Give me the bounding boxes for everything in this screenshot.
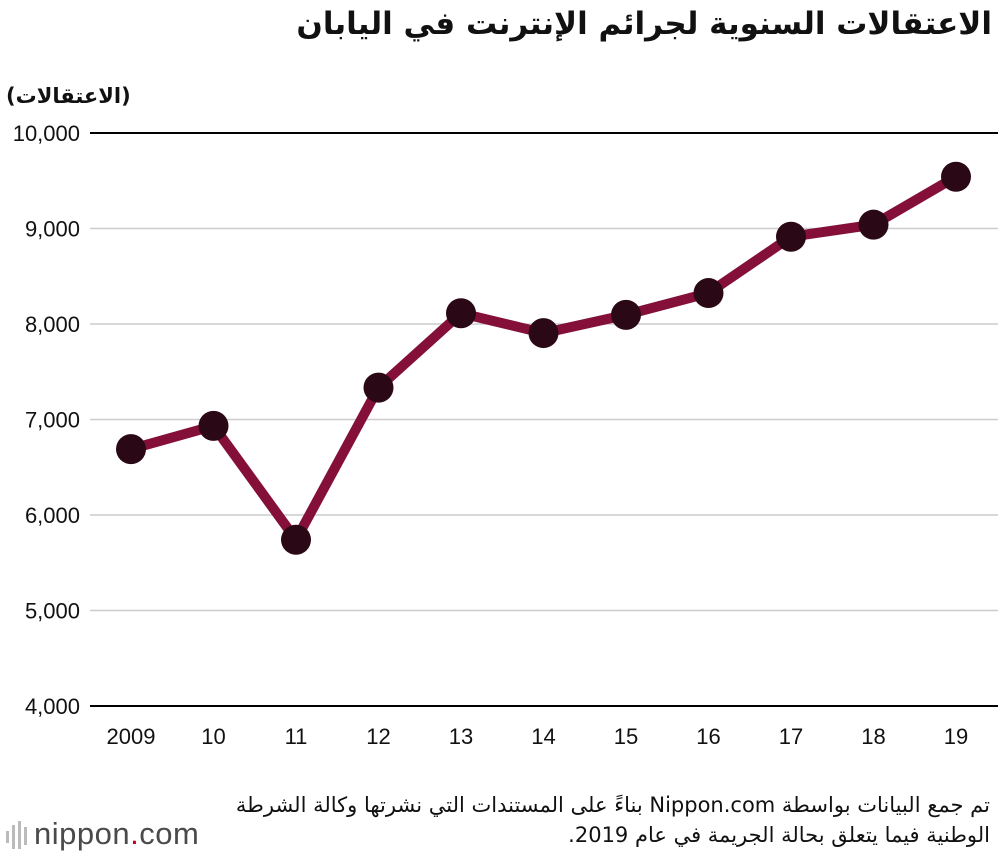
- data-point: [858, 209, 889, 240]
- x-tick-label: 17: [779, 724, 803, 749]
- y-tick-label: 10,000: [13, 121, 80, 146]
- logo-wordmark: nippon.com: [34, 816, 200, 851]
- x-tick-label: 11: [285, 724, 308, 749]
- y-tick-label: 7,000: [25, 408, 80, 433]
- nippon-logo: nippon.com: [4, 816, 199, 852]
- source-footnote: تم جمع البيانات بواسطة Nippon.com بناءً …: [235, 793, 990, 847]
- data-point: [446, 298, 476, 329]
- series-line: [126, 171, 961, 545]
- y-axis-unit-label: (الاعتقالات): [6, 84, 131, 108]
- chart-title: الاعتقالات السنوية لجرائم الإنترنت في ال…: [296, 6, 992, 42]
- data-point: [198, 410, 229, 441]
- y-tick-label: 4,000: [25, 694, 80, 719]
- logo-bars-icon: [6, 821, 27, 849]
- y-tick-label: 5,000: [25, 599, 80, 624]
- x-tick-label: 14: [531, 724, 555, 749]
- y-tick-label: 9,000: [25, 217, 80, 242]
- y-tick-label: 6,000: [25, 503, 80, 528]
- x-tick-label: 15: [614, 724, 638, 749]
- data-point: [281, 524, 311, 555]
- x-tick-label: 18: [861, 724, 885, 749]
- x-tick-label: 12: [366, 724, 390, 749]
- x-tick-label: 2009: [107, 724, 156, 749]
- x-tick-label: 13: [449, 724, 473, 749]
- data-point: [528, 318, 559, 349]
- data-point: [693, 278, 724, 309]
- data-point: [116, 434, 146, 465]
- x-tick-label: 16: [696, 724, 720, 749]
- data-point: [776, 221, 806, 252]
- x-tick-label: 19: [944, 724, 968, 749]
- data-point: [611, 299, 641, 330]
- data-point: [941, 161, 971, 192]
- y-tick-label: 8,000: [25, 312, 80, 337]
- data-point: [363, 372, 394, 403]
- x-tick-label: 10: [201, 724, 225, 749]
- line-chart: 4,000 5,000 6,000 7,000 8,000 9,000 10,000 2009…: [13, 121, 998, 749]
